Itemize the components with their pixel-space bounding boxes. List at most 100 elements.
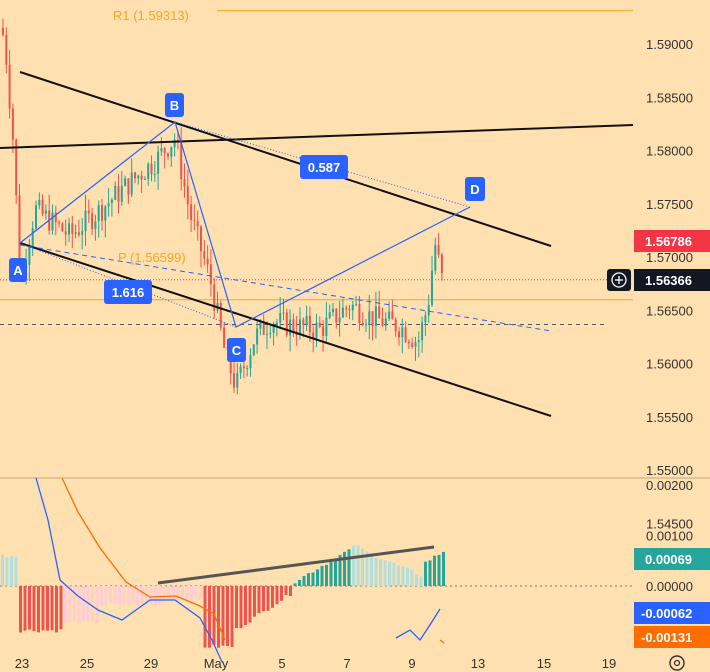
candle-body (325, 317, 328, 337)
candle-body (81, 231, 84, 235)
histogram-bar (199, 586, 202, 599)
candle-body (173, 139, 176, 148)
price-tick-label: 1.55000 (646, 463, 693, 478)
histogram-bar (397, 565, 400, 586)
price-tick-label: 1.57000 (646, 250, 693, 265)
histogram-bar (41, 586, 45, 631)
candle-body (348, 308, 351, 311)
histogram-bar (55, 586, 58, 633)
candle-body (140, 175, 143, 180)
gear-icon[interactable] (669, 655, 685, 671)
candle-body (440, 254, 443, 274)
point-b-marker[interactable]: B (165, 93, 184, 117)
crosshair-price-badge[interactable]: 1.56366 (634, 269, 710, 291)
candle-body (417, 340, 420, 343)
candle-body (107, 203, 110, 207)
histogram-bar (424, 561, 427, 586)
current-price-value: 1.56786 (645, 234, 692, 249)
candle-body (219, 303, 222, 328)
point-c-marker[interactable]: C (227, 338, 246, 362)
candle-body (351, 304, 354, 311)
histogram-bar (320, 565, 324, 586)
candle-body (110, 199, 113, 204)
histogram-bar (59, 586, 63, 630)
candle-body (124, 178, 127, 186)
histogram-bar (118, 586, 121, 604)
candle-body (361, 322, 364, 325)
histogram-bar (248, 586, 252, 623)
histogram-bar (28, 586, 31, 630)
histogram-bar (5, 557, 9, 586)
candle-body (91, 213, 94, 230)
pivot-r1-label: R1 (1.59313) (113, 8, 189, 23)
candle-body (233, 373, 235, 388)
signal-line-tail (439, 639, 445, 644)
point-d-marker[interactable]: D (465, 177, 485, 201)
candle-body (374, 306, 377, 326)
candle-body (299, 319, 301, 336)
histogram-bar (257, 586, 261, 614)
candle-body (394, 319, 397, 332)
histogram-bar (325, 564, 328, 586)
candle-body (130, 172, 133, 195)
histogram-bar (50, 586, 54, 631)
candle-body (44, 210, 47, 214)
candle-body (101, 204, 103, 221)
price-axis: 1.595001.590001.585001.580001.575001.570… (646, 37, 693, 531)
candle-body (97, 204, 100, 222)
histogram-bar (262, 586, 265, 612)
histogram-bar (266, 586, 270, 611)
candle-body (398, 331, 400, 338)
price-tick-label: 1.56500 (646, 303, 693, 318)
ratio-0587-badge[interactable]: 0.587 (300, 155, 348, 179)
candle-body (322, 326, 325, 337)
histogram-bar (271, 586, 274, 608)
candle-body (15, 139, 18, 196)
histogram-bar (419, 576, 423, 586)
price-tick-label: 1.56000 (646, 357, 693, 372)
histogram-bar (226, 586, 229, 647)
candle-body (200, 226, 202, 252)
candle-body (167, 153, 169, 157)
candle-body (223, 327, 226, 348)
candle-body (431, 270, 433, 305)
histogram-bar (307, 573, 310, 586)
candle-body (414, 342, 417, 347)
candle-body (358, 304, 361, 323)
histogram-bar (113, 586, 117, 605)
candle-body (239, 366, 242, 374)
histogram-bar (158, 586, 162, 605)
histogram-bar (181, 586, 184, 600)
histogram-bar (383, 560, 387, 586)
candle-body (61, 223, 64, 232)
plus-circle-icon[interactable] (607, 269, 631, 291)
candle-body (163, 148, 166, 154)
histogram-bar (275, 586, 279, 605)
candle-body (35, 205, 37, 229)
histogram-bar (415, 574, 418, 586)
histogram-bar (73, 586, 76, 622)
histogram-bar (280, 586, 283, 601)
histogram-bar (437, 554, 441, 586)
candle-body (312, 332, 315, 339)
candle-body (424, 315, 427, 323)
candle-body (114, 185, 117, 200)
histogram-bar (428, 560, 432, 586)
histogram-bar (77, 586, 81, 625)
candle-body (54, 212, 57, 223)
candle-body (190, 204, 193, 221)
candle-body (256, 328, 259, 345)
point-a-marker[interactable]: A (9, 258, 27, 282)
candle-body (368, 311, 371, 325)
histogram-bar (154, 586, 157, 606)
candle-body (203, 251, 206, 259)
histogram-bar (284, 586, 288, 595)
candle-body (186, 186, 189, 205)
ratio-1616-badge[interactable]: 1.616 (104, 280, 152, 304)
histogram-bar (401, 566, 405, 586)
candle-body (153, 173, 156, 175)
histogram-bar (185, 586, 189, 601)
candle-body (421, 322, 424, 341)
candle-body (134, 172, 136, 179)
